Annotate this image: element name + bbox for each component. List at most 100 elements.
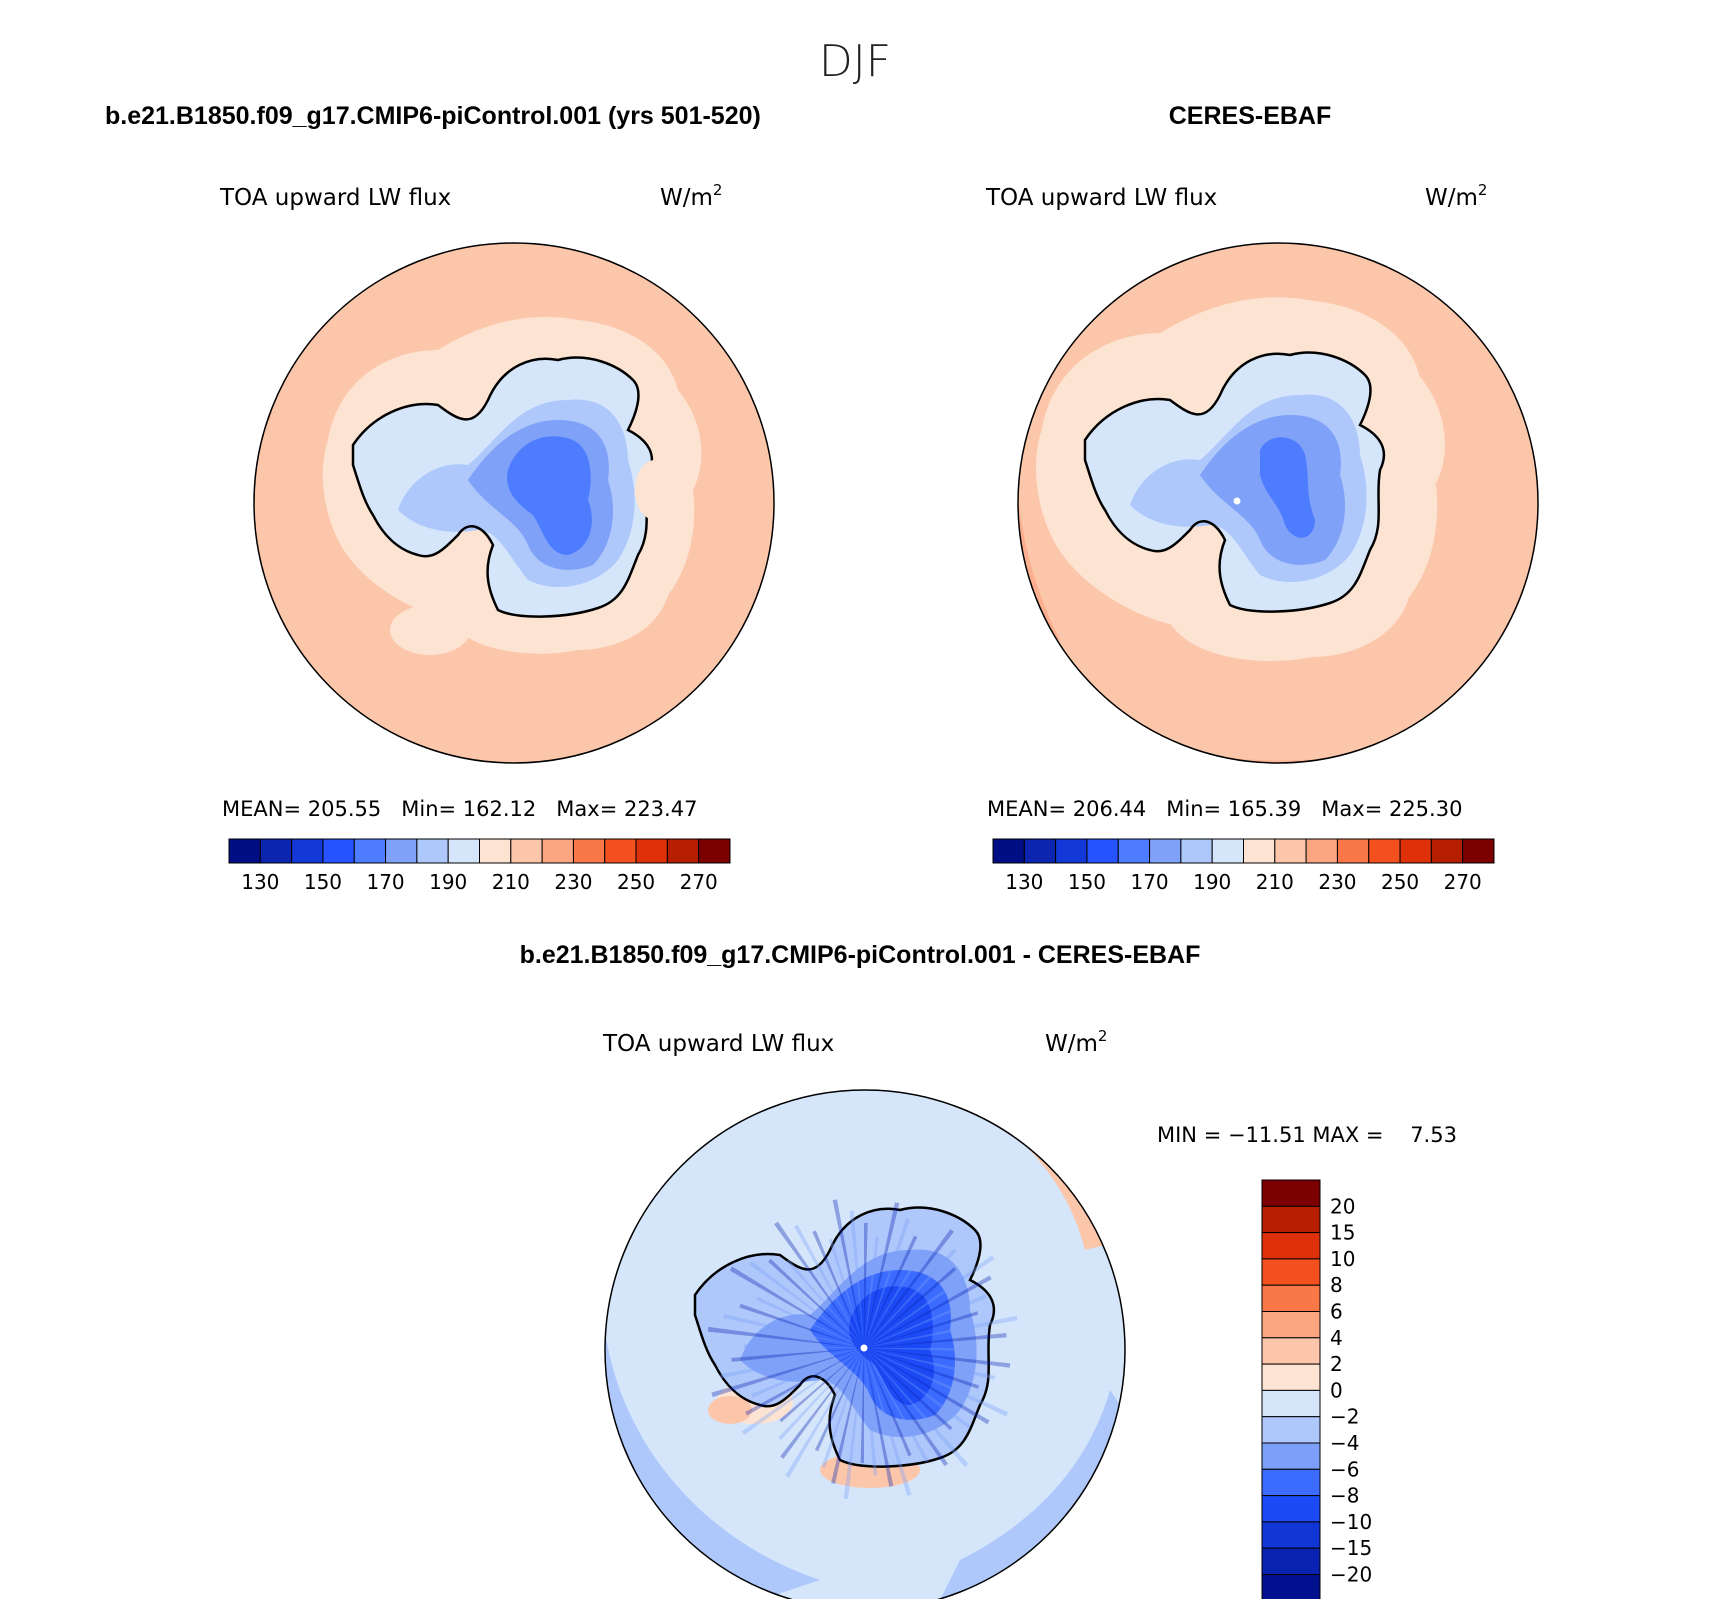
- diff-colorbar-tick-label: 0: [1330, 1378, 1343, 1402]
- model-colorbar-cell: [228, 838, 261, 864]
- diff-radial-streak: [849, 1210, 864, 1348]
- diff-colorbar-tick-label: 10: [1330, 1247, 1355, 1271]
- diff-radial-streak: [821, 1348, 864, 1468]
- model-colorbar-cell: [291, 838, 324, 864]
- diff-radial-streak: [864, 1236, 880, 1348]
- model-colorbar-cell: [259, 838, 293, 864]
- obs-map: [1018, 243, 1538, 763]
- diff-radial-streak: [729, 1266, 864, 1348]
- diff-colorbar-cell: [1261, 1232, 1321, 1260]
- diff-radial-streak: [864, 1311, 979, 1348]
- diff-radial-streak: [864, 1235, 918, 1348]
- diff-radial-streak: [723, 1313, 864, 1348]
- diff-colorbar-cell: [1261, 1495, 1321, 1523]
- diff-radial-streak: [785, 1348, 864, 1478]
- model-colorbar-tick-label: 230: [554, 870, 592, 894]
- diff-radial-streak: [864, 1348, 969, 1468]
- obs-colorbar-cell: [1149, 838, 1182, 864]
- diff-colorbar-cell: [1261, 1416, 1321, 1444]
- obs-colorbar-tick-label: 150: [1068, 870, 1106, 894]
- diff-map: [605, 1090, 1125, 1599]
- obs-colorbar-cell: [992, 838, 1025, 864]
- obs-colorbar-cell: [1274, 838, 1307, 864]
- model-colorbar-cell: [447, 838, 480, 864]
- obs-colorbar-cell: [1430, 838, 1464, 864]
- diff-radial-streak: [864, 1223, 868, 1348]
- model-colorbar-tick-label: 130: [241, 870, 279, 894]
- obs-colorbar-cell: [1368, 838, 1401, 864]
- model-colorbar-cell: [353, 838, 387, 864]
- diff-radial-streak: [720, 1348, 864, 1379]
- diff-radial-streak: [864, 1348, 894, 1487]
- diff-radial-streak: [864, 1229, 954, 1348]
- diff-radial-streak: [864, 1275, 992, 1348]
- obs-colorbar-tick-label: 210: [1256, 870, 1294, 894]
- diff-colorbar-tick-label: 4: [1330, 1326, 1343, 1350]
- model-colorbar: 130 150 170 190 210 230 250 270: [228, 838, 731, 894]
- obs-panel-title: CERES-EBAF: [1169, 102, 1332, 130]
- diff-radial-streak: [864, 1248, 957, 1348]
- model-colorbar-tick-label: 210: [492, 870, 530, 894]
- diff-radial-streak: [864, 1315, 1018, 1348]
- obs-map-border: [1017, 242, 1539, 764]
- diff-colorbar-cell: [1261, 1574, 1321, 1599]
- diff-radial-streak: [707, 1326, 864, 1348]
- diff-colorbar-cell: [1261, 1363, 1321, 1391]
- obs-colorbar-tick-label: 270: [1444, 870, 1482, 894]
- model-colorbar-cell: [416, 838, 449, 864]
- diff-radial-streak: [756, 1296, 864, 1348]
- diff-colorbar-tick-label: 15: [1330, 1221, 1355, 1245]
- diff-radial-streak: [864, 1218, 910, 1348]
- diff-panel: b.e21.B1850.f09_g17.CMIP6-piControl.001 …: [520, 941, 1457, 1599]
- obs-panel: CERES-EBAF TOA upward LW flux W/m2 MEAN=…: [985, 102, 1539, 894]
- diff-radial-streak: [864, 1348, 1011, 1368]
- diff-radial-streak: [864, 1348, 929, 1463]
- diff-radial-streak: [744, 1344, 864, 1348]
- diff-colorbar-tick-label: 2: [1330, 1352, 1343, 1376]
- diff-radial-streak: [864, 1255, 995, 1348]
- diff-radial-streak: [864, 1267, 957, 1348]
- model-colorbar-cell: [572, 838, 606, 864]
- obs-colorbar-cell: [1117, 838, 1151, 864]
- diff-colorbar-tick-label: 8: [1330, 1273, 1343, 1297]
- diff-radial-streak: [864, 1333, 1007, 1348]
- diff-radial-streak: [864, 1294, 987, 1348]
- diff-radial-streak: [864, 1348, 949, 1467]
- diff-colorbar-cell: [1261, 1547, 1321, 1575]
- model-colorbar-cell: [604, 838, 637, 864]
- diff-colorbar-cell: [1261, 1311, 1321, 1339]
- diff-radial-streak: [711, 1348, 864, 1398]
- model-colorbar-cell: [479, 838, 512, 864]
- diff-colorbar-cell: [1261, 1258, 1321, 1286]
- diff-radial-streak: [864, 1348, 912, 1457]
- obs-stats: MEAN= 206.44 Min= 165.39 Max= 225.30: [987, 797, 1462, 821]
- diff-radial-streak: [831, 1348, 864, 1484]
- model-colorbar-tick-label: 250: [617, 870, 655, 894]
- model-stats: MEAN= 205.55 Min= 162.12 Max= 223.47: [222, 797, 697, 821]
- obs-colorbar-cell: [1462, 838, 1495, 864]
- diff-radial-streak: [741, 1348, 864, 1435]
- obs-colorbar-cell: [1305, 838, 1338, 864]
- model-colorbar-cell: [698, 838, 731, 864]
- diff-colorbar-tick-label: −15: [1330, 1536, 1372, 1560]
- diff-colorbar-tick-label: 20: [1330, 1194, 1355, 1218]
- diff-radial-streak: [749, 1261, 864, 1348]
- obs-colorbar-cell: [1086, 838, 1119, 864]
- diff-colorbar-cell: [1261, 1284, 1321, 1312]
- diff-colorbar-cell: [1261, 1337, 1321, 1365]
- model-colorbar-cell: [385, 838, 418, 864]
- obs-variable-label: TOA upward LW flux: [985, 185, 1217, 211]
- diff-radial-streak: [864, 1348, 1009, 1417]
- model-colorbar-cell: [322, 838, 355, 864]
- diff-radial-streak: [731, 1348, 864, 1362]
- diff-radial-streak: [786, 1259, 864, 1348]
- diff-colorbar-cell: [1261, 1389, 1321, 1418]
- model-map-border: [253, 242, 775, 764]
- obs-colorbar-cell: [1336, 838, 1370, 864]
- model-map: [254, 243, 774, 763]
- diff-radial-streak: [828, 1238, 864, 1348]
- model-colorbar-cell: [666, 838, 700, 864]
- diff-colorbar-cell: [1261, 1521, 1321, 1549]
- diff-radial-streak: [739, 1303, 864, 1348]
